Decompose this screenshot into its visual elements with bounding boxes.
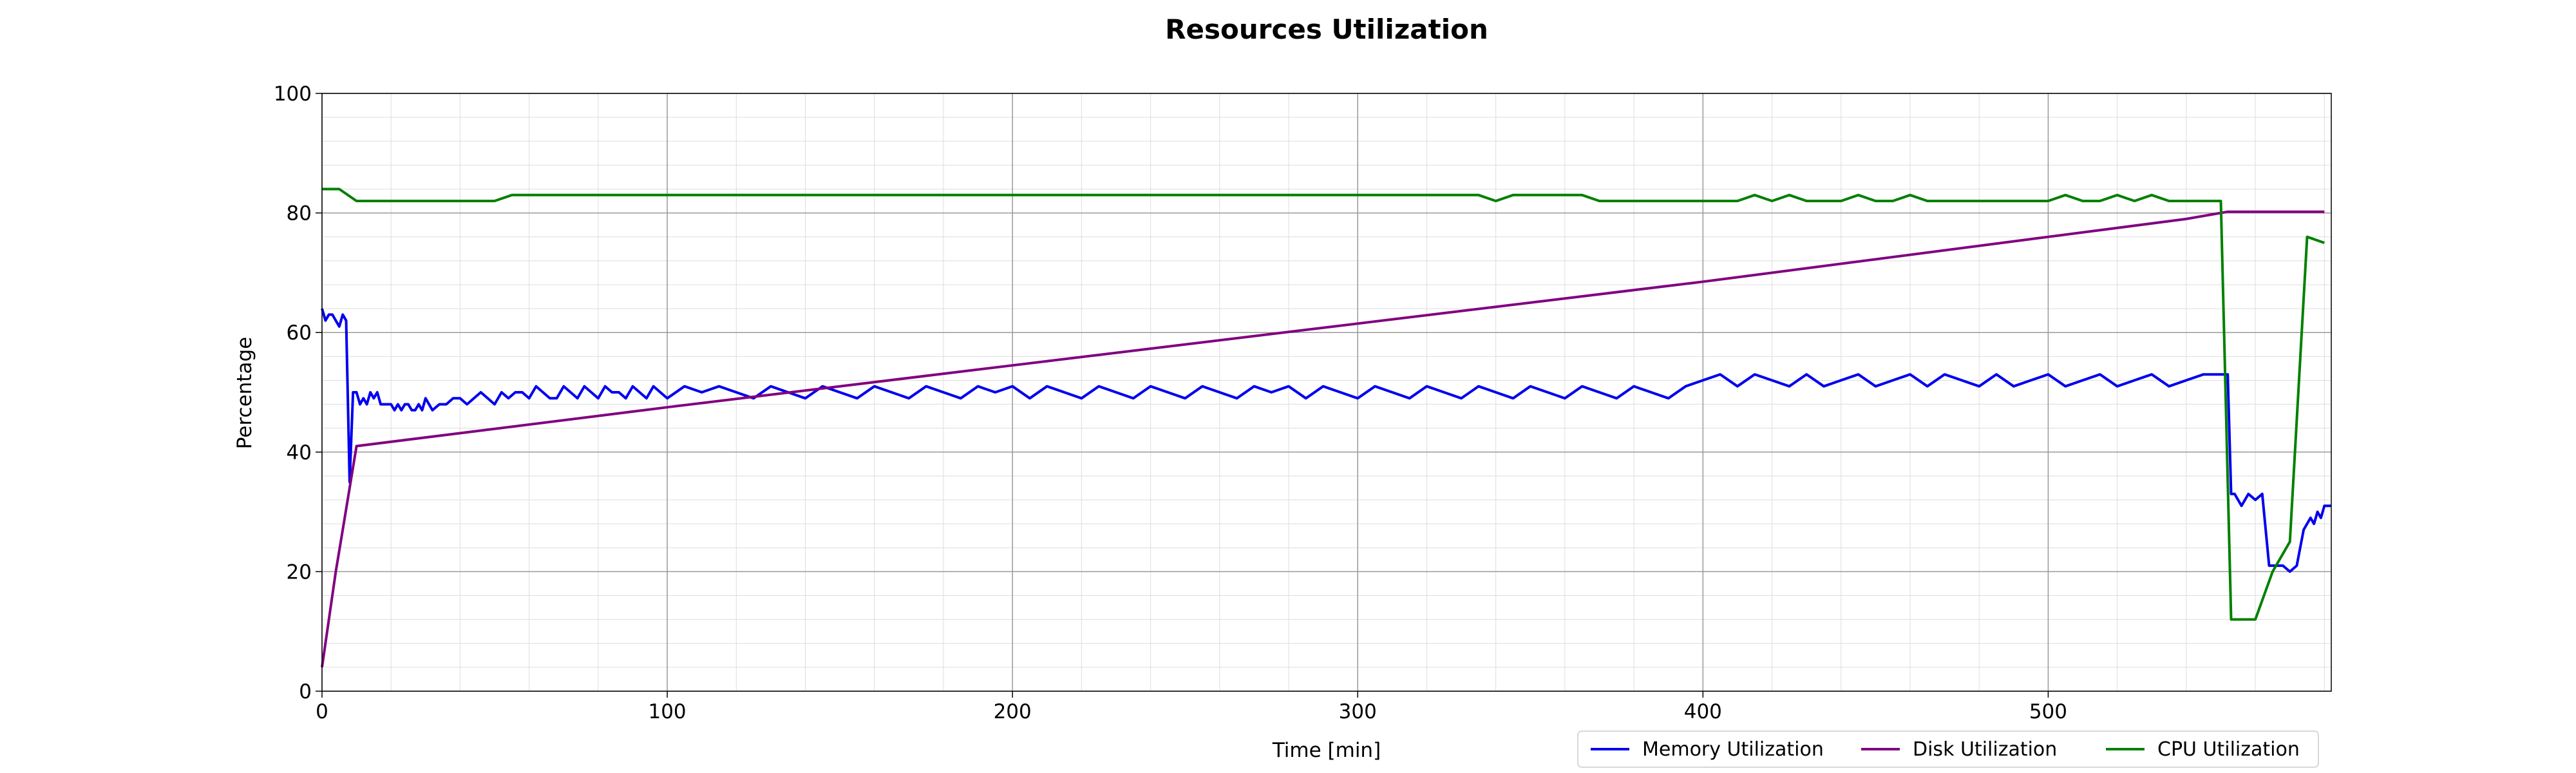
memory-utilization-line (321, 308, 2331, 573)
y-tick-label: 0 (299, 680, 312, 703)
x-tick-label: 0 (316, 700, 328, 723)
chart-title: Resources Utilization (1165, 14, 1488, 45)
minor-grid (322, 93, 2331, 691)
disk-utilization-line (321, 210, 2325, 668)
y-ticks: 0 20 40 60 80 100 (274, 82, 322, 703)
plot-frame (321, 93, 2332, 692)
x-tick-label: 300 (1339, 700, 1377, 723)
legend-box (1577, 730, 2319, 768)
y-tick-label: 80 (287, 202, 312, 225)
y-tick-label: 40 (287, 441, 312, 464)
series-layer (321, 187, 2331, 668)
x-ticks: 0 100 200 300 400 500 (316, 691, 2067, 723)
x-axis-label: Time [min] (1272, 739, 1381, 762)
legend-label-cpu-utilization: CPU Utilization (2157, 738, 2300, 761)
x-tick-label: 500 (2029, 700, 2067, 723)
x-tick-label: 200 (994, 700, 1032, 723)
x-tick-label: 400 (1684, 700, 1722, 723)
cpu-utilization-line (322, 187, 2325, 621)
legend-label-memory-utilization: Memory Utilization (1642, 738, 1824, 761)
y-tick-label: 60 (287, 321, 312, 345)
legend-label-disk-utilization: Disk Utilization (1913, 738, 2057, 761)
y-tick-label: 20 (287, 560, 312, 584)
y-axis-label: Percentage (233, 337, 256, 449)
legend: Memory Utilization Disk Utilization CPU Ut… (1577, 730, 2319, 768)
y-tick-label: 100 (274, 82, 312, 106)
x-tick-label: 100 (648, 700, 686, 723)
